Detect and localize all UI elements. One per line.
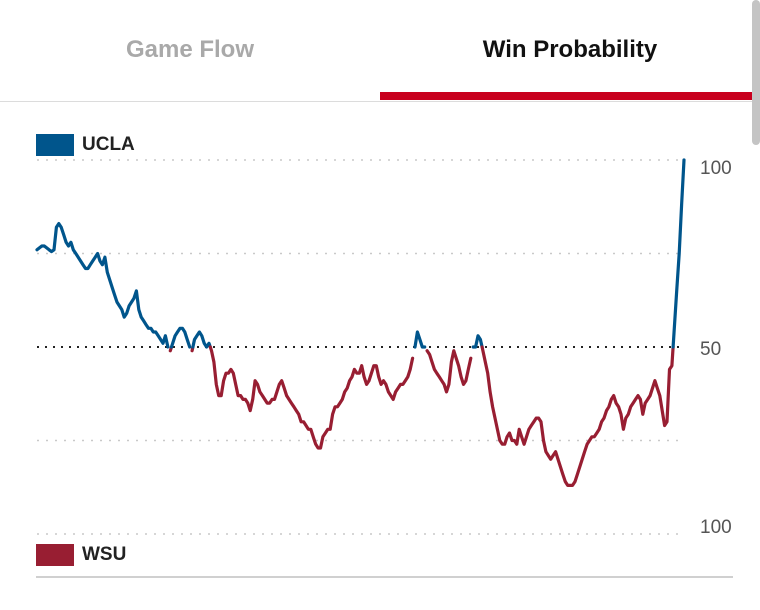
legend-ucla-label: UCLA [82, 134, 135, 155]
scrollbar[interactable] [752, 0, 760, 145]
legend-wsu-label: WSU [82, 544, 127, 565]
legend-wsu-swatch [36, 544, 74, 566]
axis-label-middle: 50 [700, 339, 722, 360]
axis-label-top: 100 [700, 158, 732, 179]
win-prob-line-ucla-segment [413, 330, 427, 349]
win-prob-line-ucla-segment [169, 326, 192, 349]
tab-win-probability[interactable]: Win Probability [482, 36, 658, 63]
win-prob-line-ucla-segment [35, 222, 170, 349]
win-prob-line-wsu-segment [208, 345, 415, 450]
active-tab-indicator [380, 92, 760, 100]
win-prob-line-ucla-segment [671, 158, 686, 349]
win-prob-line-wsu-segment [425, 349, 473, 394]
axis-label-bottom: 100 [700, 517, 732, 538]
legend-wsu: WSU [36, 544, 126, 566]
chart-baseline [36, 576, 733, 578]
legend-ucla: UCLA [36, 134, 135, 156]
win-prob-line-ucla-segment [191, 330, 212, 349]
win-prob-line-wsu-segment [480, 345, 675, 487]
tab-game-flow[interactable]: Game Flow [125, 36, 255, 63]
tab-bar: Game Flow Win Probability [0, 0, 760, 102]
legend-ucla-swatch [36, 134, 74, 156]
win-prob-line-ucla-segment [471, 334, 484, 349]
